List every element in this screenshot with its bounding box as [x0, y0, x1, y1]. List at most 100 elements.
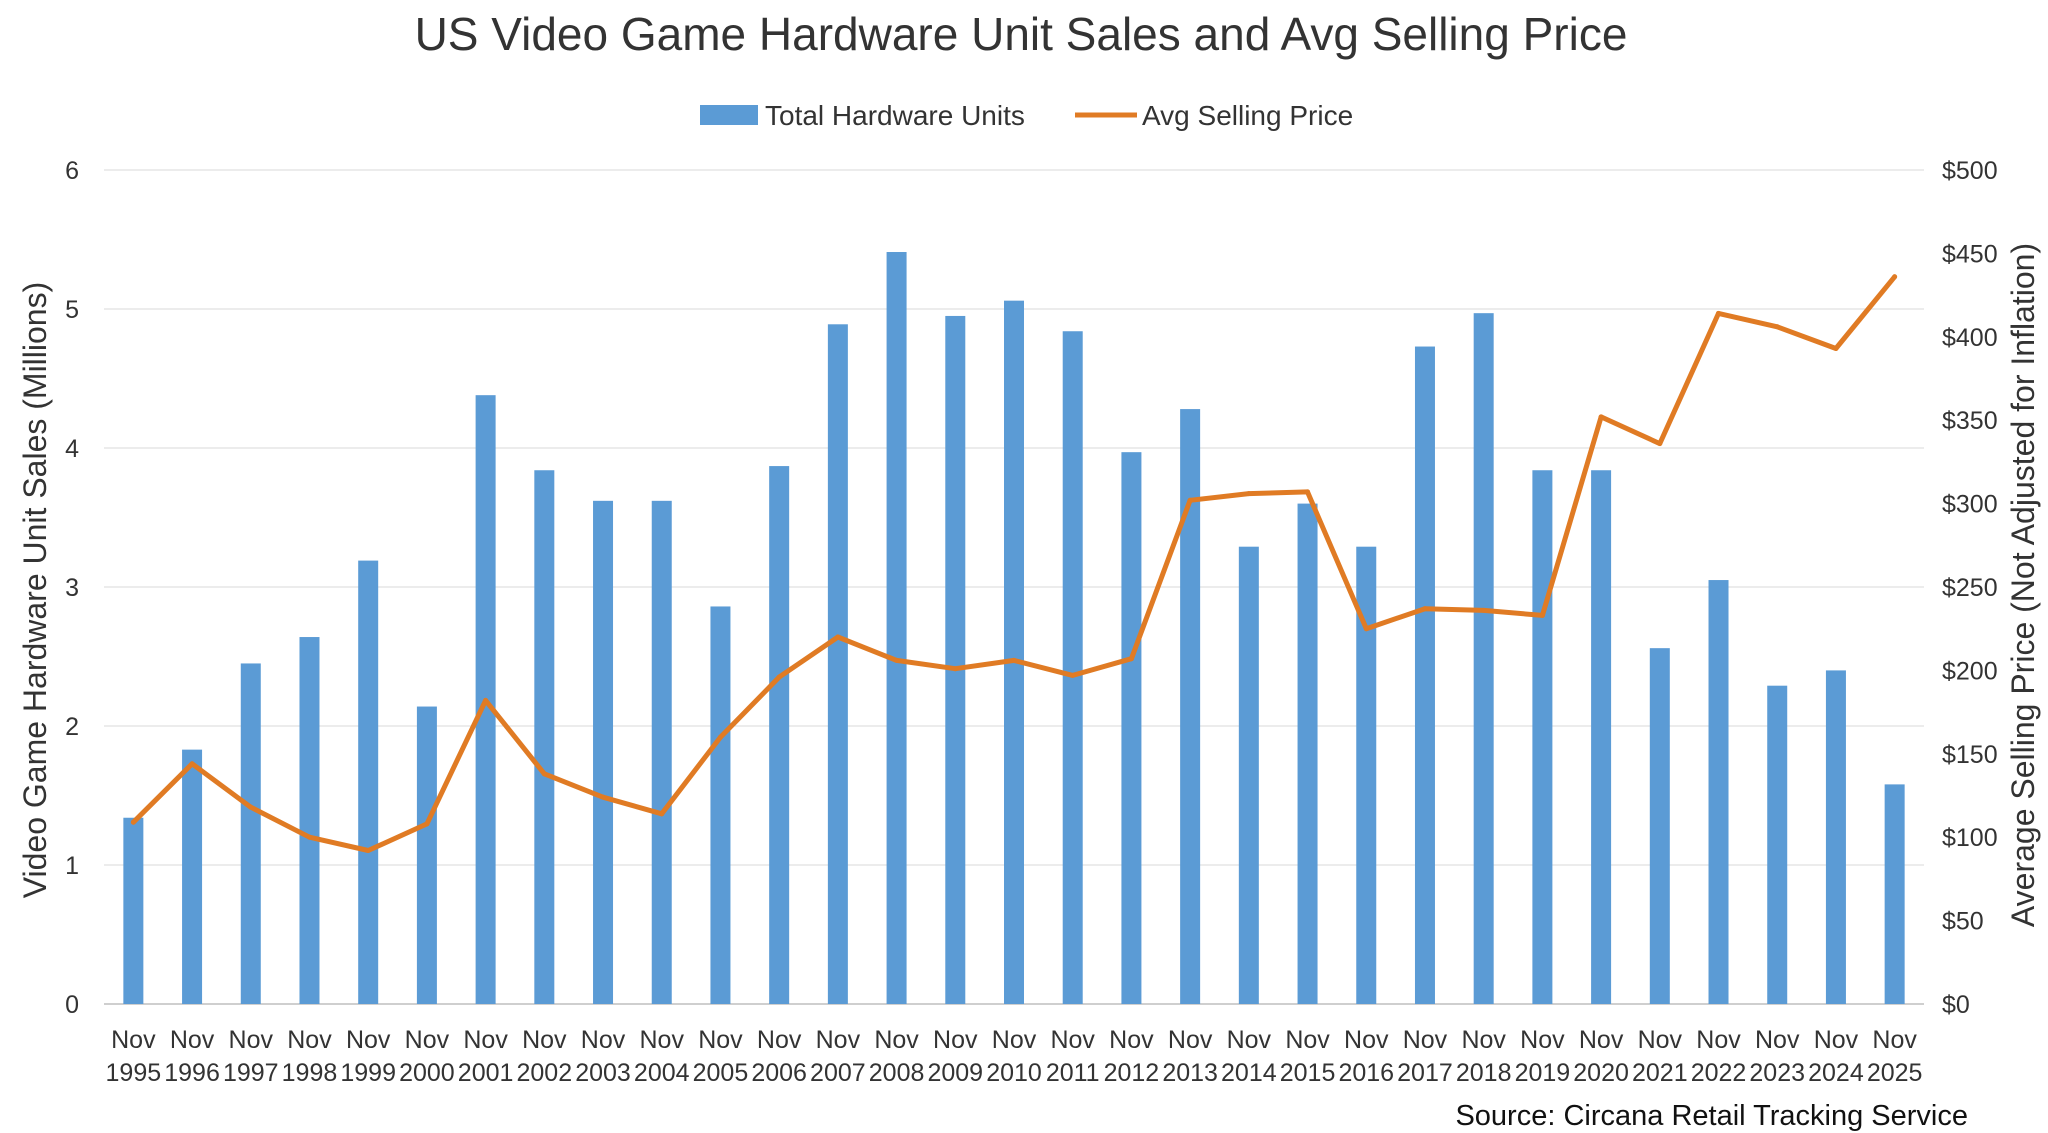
bar-units: [1238, 546, 1259, 1004]
x-tick-label-year: 2012: [1104, 1059, 1160, 1087]
price-point: [894, 657, 900, 663]
price-point: [130, 819, 136, 825]
x-tick-label-month: Nov: [992, 1026, 1037, 1054]
x-tick-label-month: Nov: [1579, 1026, 1624, 1054]
y2-tick-label: $100: [1942, 824, 1998, 852]
bar-units: [1767, 685, 1788, 1004]
x-tick-label-month: Nov: [1109, 1026, 1154, 1054]
bar-units: [1004, 300, 1024, 1004]
x-tick-label-month: Nov: [1520, 1026, 1565, 1054]
legend-line-label: Avg Selling Price: [1142, 100, 1353, 131]
price-point: [835, 634, 841, 640]
price-point: [483, 697, 489, 703]
x-tick-label-month: Nov: [463, 1026, 508, 1054]
price-point: [1070, 672, 1076, 678]
x-axis-ticks: Nov 1995 Nov 1996 Nov 1997 Nov 1998 Nov 1999 Nov 20…: [106, 1026, 1923, 1087]
bar-units: [886, 252, 907, 1004]
bar-units: [1884, 784, 1905, 1004]
x-tick-label-year: 2025: [1867, 1059, 1923, 1087]
price-point: [1011, 657, 1017, 663]
price-point: [424, 821, 430, 827]
x-tick-label-month: Nov: [111, 1026, 156, 1054]
bar-units: [1708, 580, 1729, 1004]
bar-units: [769, 466, 790, 1004]
price-point: [1716, 310, 1722, 316]
x-tick-label-month: Nov: [1461, 1026, 1506, 1054]
x-tick-label-year: 2013: [1162, 1059, 1218, 1087]
x-tick-label-month: Nov: [757, 1026, 802, 1054]
x-tick-label-year: 2023: [1749, 1059, 1805, 1087]
bar-units: [945, 315, 966, 1004]
x-tick-label-year: 2002: [517, 1059, 573, 1087]
x-tick-label-month: Nov: [1638, 1026, 1683, 1054]
price-point: [1187, 497, 1193, 503]
x-tick-label-month: Nov: [1872, 1026, 1917, 1054]
price-point: [1539, 612, 1545, 618]
legend-bar-swatch: [700, 105, 758, 125]
x-tick-label-month: Nov: [1285, 1026, 1330, 1054]
bar-units: [1180, 409, 1201, 1005]
price-point: [1892, 274, 1898, 280]
y2-axis-ticks: $0 $50 $100 $150 $200 $250 $300 $350 $400 $450 $50…: [1942, 157, 1998, 1019]
x-tick-label-year: 2021: [1632, 1059, 1688, 1087]
y2-tick-label: $0: [1942, 991, 1970, 1019]
price-point: [952, 666, 958, 672]
x-tick-label-year: 2000: [399, 1059, 455, 1087]
x-tick-label-year: 2001: [458, 1059, 514, 1087]
x-tick-label-year: 2007: [810, 1059, 866, 1087]
y-tick-label: 0: [65, 991, 79, 1019]
x-tick-label-month: Nov: [1755, 1026, 1800, 1054]
x-tick-label-month: Nov: [1168, 1026, 1213, 1054]
price-point: [306, 834, 312, 840]
x-tick-label-month: Nov: [1696, 1026, 1741, 1054]
x-tick-label-month: Nov: [287, 1026, 332, 1054]
price-point: [1246, 491, 1252, 497]
x-tick-label-month: Nov: [816, 1026, 861, 1054]
x-tick-label-year: 1998: [282, 1059, 338, 1087]
bar-units: [1062, 331, 1083, 1004]
x-tick-label-year: 2005: [693, 1059, 749, 1087]
x-tick-label-year: 2016: [1338, 1059, 1394, 1087]
y2-tick-label: $200: [1942, 657, 1998, 685]
bar-units: [534, 470, 555, 1004]
x-tick-label-year: 2015: [1280, 1059, 1336, 1087]
bar-units: [182, 749, 203, 1004]
x-tick-label-month: Nov: [581, 1026, 626, 1054]
price-point: [1657, 441, 1663, 447]
x-tick-label-year: 2020: [1573, 1059, 1629, 1087]
bar-units: [123, 817, 144, 1004]
x-tick-label-month: Nov: [1403, 1026, 1448, 1054]
x-tick-label-year: 2019: [1515, 1059, 1571, 1087]
y-tick-label: 3: [65, 574, 79, 602]
x-tick-label-year: 1995: [106, 1059, 162, 1087]
bar-units: [1473, 313, 1494, 1004]
y-axis-label: Video Game Hardware Unit Sales (Millions…: [17, 282, 53, 899]
y2-tick-label: $250: [1942, 574, 1998, 602]
price-point: [1598, 414, 1604, 420]
price-point: [1481, 607, 1487, 613]
x-tick-label-year: 2008: [869, 1059, 925, 1087]
bar-units: [827, 324, 848, 1004]
x-tick-label-month: Nov: [346, 1026, 391, 1054]
y2-tick-label: $150: [1942, 741, 1998, 769]
x-tick-label-year: 2018: [1456, 1059, 1512, 1087]
x-tick-label-year: 1999: [340, 1059, 396, 1087]
x-tick-label-month: Nov: [1344, 1026, 1389, 1054]
bar-units: [1591, 470, 1612, 1004]
y-tick-label: 6: [65, 157, 79, 185]
x-tick-label-year: 2006: [751, 1059, 807, 1087]
bar-units: [1356, 546, 1377, 1004]
bar-units: [593, 500, 614, 1004]
y-tick-label: 2: [65, 713, 79, 741]
bar-units: [1532, 470, 1553, 1004]
bar-units: [416, 706, 437, 1004]
y2-axis-label: Average Selling Price (Not Adjusted for …: [2005, 243, 2041, 927]
bar-units: [710, 606, 731, 1004]
x-tick-label-month: Nov: [640, 1026, 685, 1054]
x-tick-label-year: 1997: [223, 1059, 279, 1087]
y2-tick-label: $450: [1942, 240, 1998, 268]
x-tick-label-month: Nov: [874, 1026, 919, 1054]
bar-units: [1649, 648, 1670, 1004]
bar-units: [1825, 670, 1846, 1004]
price-point: [600, 794, 606, 800]
